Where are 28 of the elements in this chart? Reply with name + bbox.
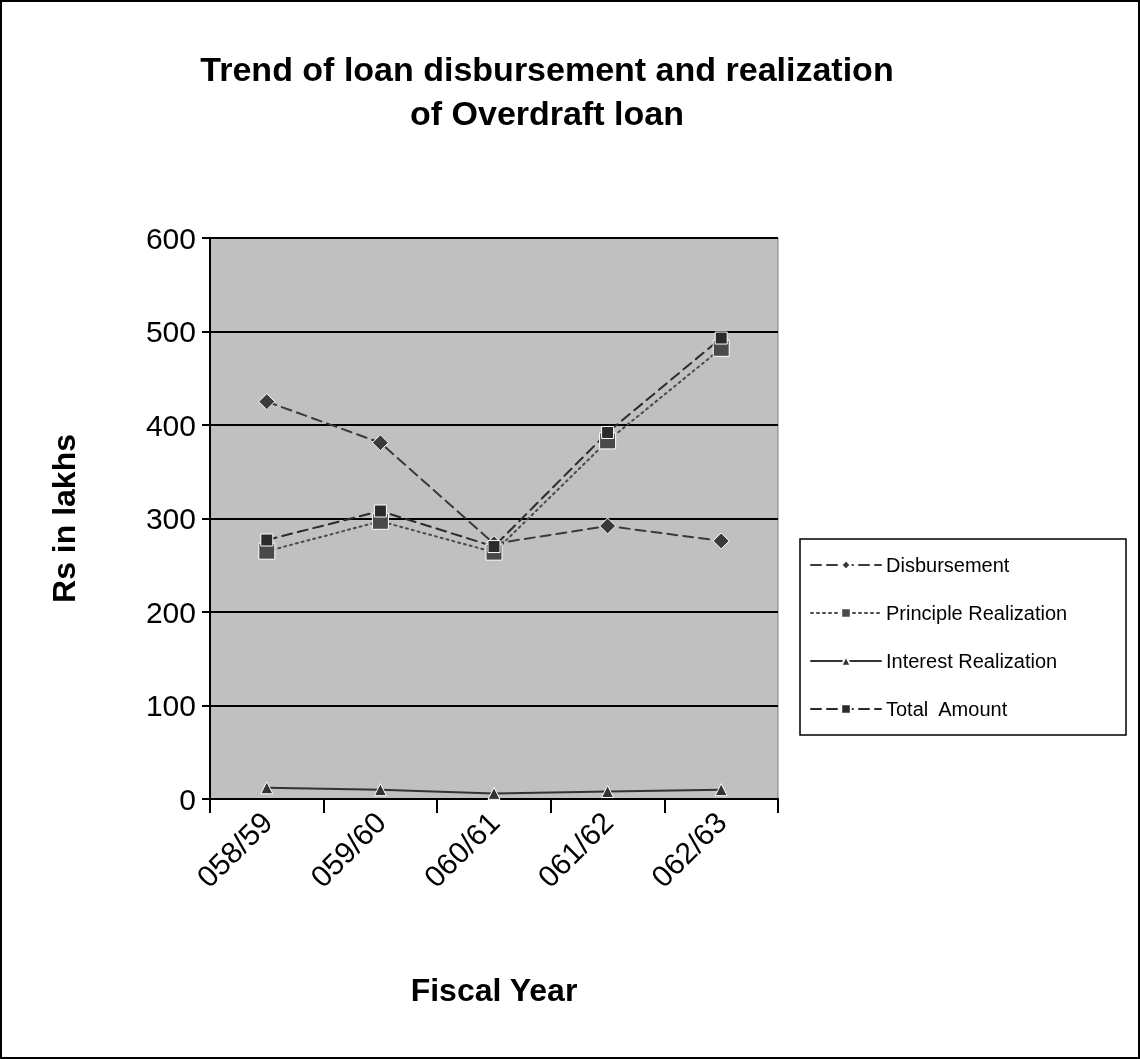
y-tick-label: 600 bbox=[145, 221, 196, 255]
point bbox=[601, 425, 615, 439]
point bbox=[373, 504, 387, 518]
legend-label: Interest Realization bbox=[886, 650, 1058, 672]
x-axis-title: Fiscal Year bbox=[410, 972, 578, 1008]
point bbox=[371, 434, 389, 452]
point bbox=[258, 393, 276, 411]
point bbox=[601, 785, 615, 799]
point bbox=[714, 331, 728, 345]
y-tick-label: 300 bbox=[145, 502, 196, 535]
y-axis-title: Rs in lakhs bbox=[46, 434, 82, 603]
y-tick-label: 0 bbox=[179, 782, 196, 816]
point bbox=[599, 517, 617, 535]
point bbox=[373, 783, 387, 797]
point bbox=[260, 781, 274, 795]
y-tick-label: 500 bbox=[145, 315, 196, 348]
chart-title: Trend of loan disbursement and realization of Overdraft loan bbox=[200, 50, 894, 132]
legend-label: Total Amount bbox=[886, 698, 1008, 720]
point bbox=[487, 540, 501, 554]
point bbox=[260, 533, 274, 547]
point bbox=[714, 783, 728, 797]
y-tick-label: 200 bbox=[145, 595, 196, 629]
legend-label: Principle Realization bbox=[886, 602, 1068, 624]
legend-label: Disbursement bbox=[886, 554, 1010, 576]
y-tick-label: 400 bbox=[145, 408, 196, 442]
point bbox=[487, 786, 501, 800]
point bbox=[712, 532, 730, 550]
y-tick-label: 100 bbox=[145, 689, 196, 722]
